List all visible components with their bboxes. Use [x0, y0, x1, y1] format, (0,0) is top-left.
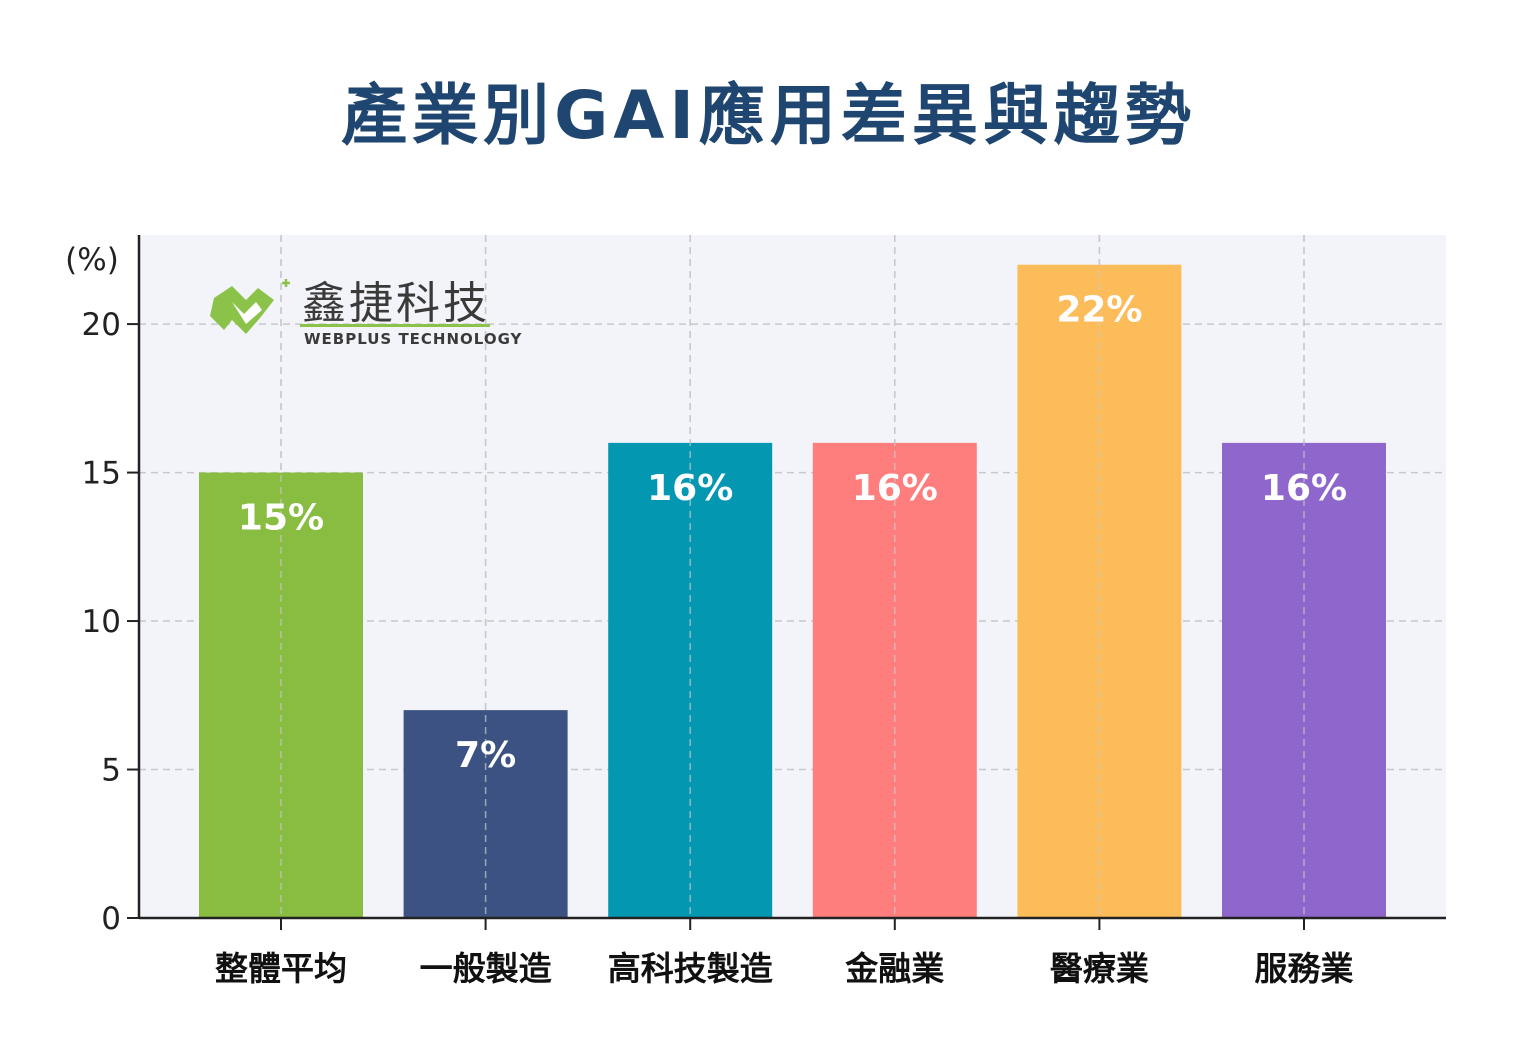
- logo-english-name: WEBPLUS TECHNOLOGY: [304, 330, 523, 348]
- chart-title: 產業別GAI應用差異與趨勢: [341, 77, 1196, 154]
- x-category-label: 服務業: [1255, 949, 1354, 988]
- x-category-label: 高科技製造: [608, 949, 773, 988]
- x-category-label: 整體平均: [215, 949, 347, 988]
- x-category-label: 金融業: [844, 949, 944, 988]
- y-tick-label: 5: [101, 753, 121, 789]
- bar-value-label: 16%: [1261, 468, 1347, 509]
- logo-underline: [300, 324, 490, 327]
- bar-value-label: 7%: [455, 735, 516, 776]
- axes: 0 5 10 15 20 整體平均 一般製造 高科技製造 金融業 醫療業 服務業: [82, 235, 1446, 988]
- x-category-label: 醫療業: [1050, 949, 1149, 988]
- y-tick-label: 15: [82, 456, 121, 492]
- bar-value-label: 15%: [238, 498, 324, 539]
- company-logo: 鑫捷科技 WEBPLUS TECHNOLOGY: [210, 278, 523, 348]
- x-category-label: 一般製造: [420, 949, 552, 988]
- bars: 15% 7% 16% 16% 22% 16%: [199, 235, 1386, 918]
- webplus-logo-icon: [210, 279, 290, 334]
- y-tick-label: 0: [101, 901, 121, 937]
- y-tick-label: 20: [82, 307, 121, 343]
- bar-value-label: 16%: [852, 468, 938, 509]
- bar: [1017, 264, 1182, 918]
- y-tick-label: 10: [82, 604, 121, 640]
- bar-value-label: 22%: [1056, 290, 1142, 331]
- y-axis-label: (%): [65, 242, 119, 278]
- logo-chinese-name: 鑫捷科技: [302, 278, 490, 329]
- bar-value-label: 16%: [647, 468, 733, 509]
